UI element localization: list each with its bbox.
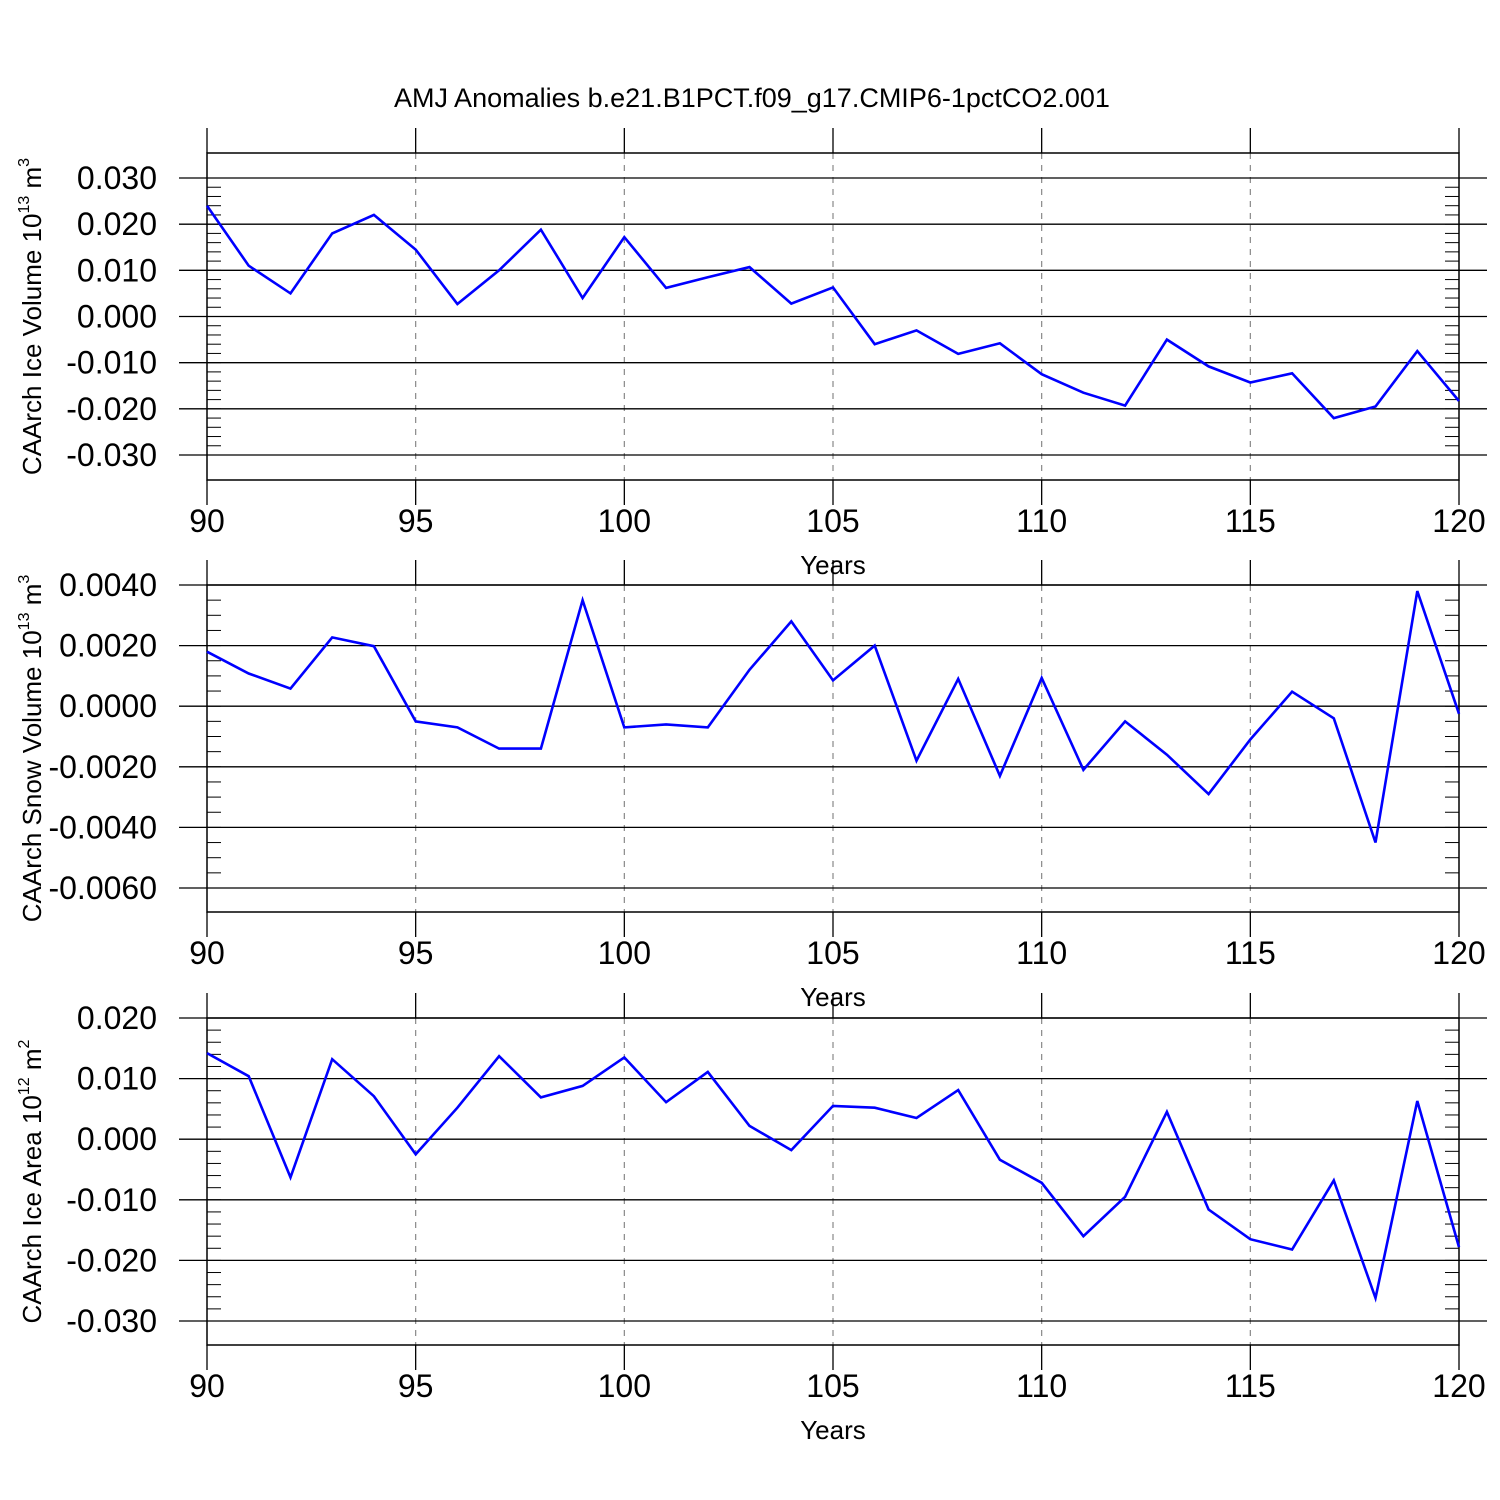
series-line (205, 204, 1460, 420)
panel-ice-area: -0.030 -0.020 -0.010 0.000 0.010 0.020 90 95 100… (16, 993, 1487, 1445)
y-tick-label: 0.000 (77, 1121, 157, 1157)
x-tick-label: 120 (1432, 1368, 1485, 1404)
y-tick-label: -0.020 (66, 391, 157, 427)
x-tick-label: 100 (598, 935, 651, 971)
panel-ice-volume: -0.030 -0.020 -0.010 0.000 0.010 0.020 0.030 90… (16, 128, 1487, 580)
x-tick-label: 110 (1016, 1368, 1067, 1404)
x-tick-label: 95 (398, 935, 434, 971)
y-tick-label: 0.0040 (59, 567, 157, 603)
x-tick-label: 105 (806, 503, 859, 539)
x-tick-label: 90 (189, 503, 225, 539)
y-tick-label: 0.000 (77, 299, 157, 335)
x-tick-label: 120 (1432, 935, 1485, 971)
x-tick-label: 105 (806, 1368, 859, 1404)
series-line (206, 1051, 1461, 1303)
y-tick-label: -0.010 (66, 345, 157, 381)
y-tick-label: -0.0060 (48, 870, 157, 906)
y-tick-label: -0.0040 (48, 809, 157, 845)
y-axis-label: CAArch Ice Area 1012 m2 (16, 1039, 47, 1323)
y-tick-label: 0.010 (77, 252, 157, 288)
y-tick-label: 0.030 (77, 160, 157, 196)
x-tick-label: 95 (398, 503, 434, 539)
series-line (206, 590, 1461, 843)
y-axis-label: CAArch Snow Volume 1013 m3 (16, 575, 47, 923)
y-tick-label: 0.020 (77, 206, 157, 242)
x-tick-label: 115 (1225, 1368, 1276, 1404)
y-tick-label: -0.030 (66, 1303, 157, 1339)
panel-snow-volume: -0.0060 -0.0040 -0.0020 0.0000 0.0020 0.0040 9… (16, 560, 1487, 1012)
x-tick-label: 95 (398, 1368, 434, 1404)
x-axis-label: Years (800, 1415, 866, 1445)
y-tick-label: -0.020 (66, 1242, 157, 1278)
x-tick-label: 105 (806, 935, 859, 971)
y-tick-label: 0.010 (77, 1061, 157, 1097)
x-tick-label: 120 (1432, 503, 1485, 539)
x-tick-label: 90 (189, 935, 225, 971)
x-tick-label: 90 (189, 1368, 225, 1404)
y-tick-label: 0.0000 (59, 688, 157, 724)
x-tick-label: 110 (1016, 503, 1067, 539)
x-tick-label: 100 (598, 1368, 651, 1404)
y-tick-label: -0.010 (66, 1182, 157, 1218)
x-tick-label: 115 (1225, 503, 1276, 539)
y-axis-label: CAArch Ice Volume 1013 m3 (16, 158, 47, 475)
x-tick-label: 115 (1225, 935, 1276, 971)
x-tick-label: 110 (1016, 935, 1067, 971)
y-tick-label: -0.0020 (48, 749, 157, 785)
y-tick-label: 0.0020 (59, 628, 157, 664)
y-tick-label: 0.020 (77, 1000, 157, 1036)
y-tick-label: -0.030 (66, 437, 157, 473)
chart-title: AMJ Anomalies b.e21.B1PCT.f09_g17.CMIP6-… (394, 83, 1110, 113)
x-tick-label: 100 (598, 503, 651, 539)
